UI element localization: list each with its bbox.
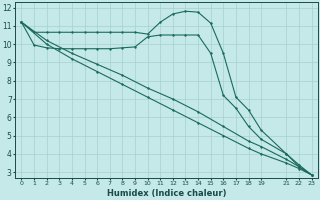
X-axis label: Humidex (Indice chaleur): Humidex (Indice chaleur) <box>107 189 226 198</box>
